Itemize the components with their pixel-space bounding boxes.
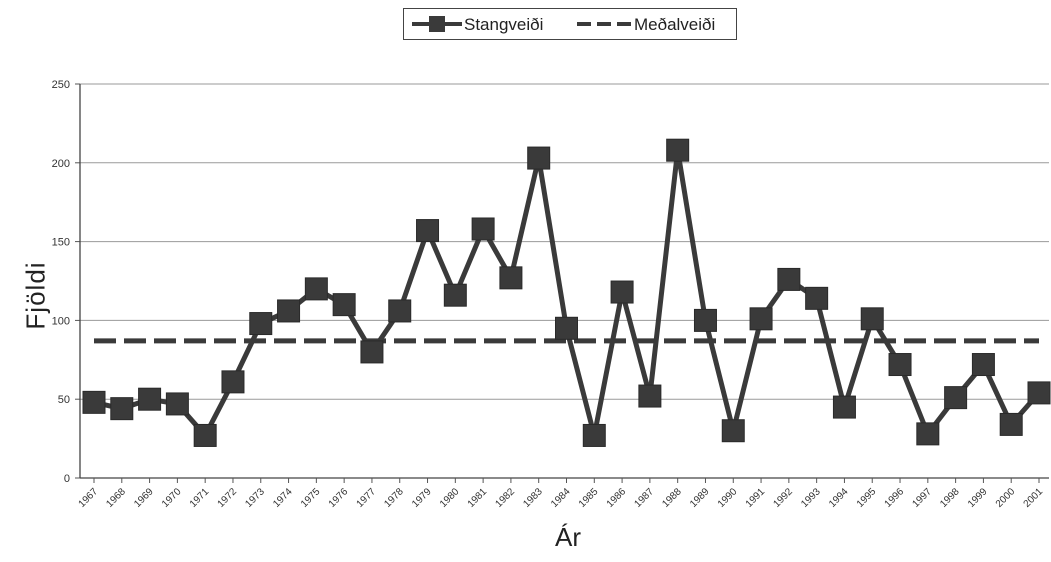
- data-point-stangveidi: [1027, 381, 1051, 405]
- x-tick-label: 1986: [605, 486, 629, 510]
- x-tick-label: 1991: [744, 486, 768, 510]
- data-point-stangveidi: [499, 266, 523, 290]
- y-tick-label: 200: [52, 158, 70, 170]
- data-point-stangveidi: [944, 386, 968, 410]
- x-tick-label: 1995: [855, 486, 879, 510]
- x-tick-label: 2000: [994, 486, 1018, 510]
- x-tick-label: 1976: [327, 486, 351, 510]
- data-point-stangveidi: [527, 146, 551, 170]
- x-tick-label: 1969: [132, 486, 156, 510]
- x-tick-label: 1975: [299, 486, 323, 510]
- data-point-stangveidi: [304, 277, 328, 301]
- data-point-stangveidi: [471, 217, 495, 241]
- legend-marker-stangveidi: [429, 16, 445, 32]
- x-tick-label: 1980: [438, 486, 462, 510]
- x-tick-label: 1984: [549, 486, 573, 510]
- legend-dash-3: [617, 22, 631, 26]
- y-tick-label: 250: [52, 79, 70, 91]
- data-point-stangveidi: [666, 138, 690, 162]
- x-tick-label: 1979: [410, 486, 434, 510]
- x-tick-label: 1967: [77, 486, 101, 510]
- data-point-stangveidi: [777, 267, 801, 291]
- x-tick-label: 1982: [494, 486, 518, 510]
- x-tick-label: 1971: [188, 486, 212, 510]
- x-tick-label: 1987: [632, 486, 656, 510]
- x-tick-label: 1989: [688, 486, 712, 510]
- x-tick-label: 1977: [355, 486, 379, 510]
- x-tick-label: 1968: [104, 486, 128, 510]
- data-point-stangveidi: [110, 397, 134, 421]
- x-tick-label: 1972: [216, 486, 240, 510]
- x-tick-label: 1983: [521, 486, 545, 510]
- x-axis-label: Ár: [555, 522, 581, 552]
- data-point-stangveidi: [193, 423, 217, 447]
- x-tick-label: 1978: [382, 486, 406, 510]
- x-tick-label: 1992: [771, 486, 795, 510]
- x-tick-label: 1970: [160, 486, 184, 510]
- y-tick-label: 50: [58, 394, 70, 406]
- data-point-stangveidi: [360, 340, 384, 364]
- x-tick-label: 2001: [1022, 486, 1046, 510]
- data-point-stangveidi: [916, 422, 940, 446]
- y-tick-label: 0: [64, 473, 70, 485]
- data-point-stangveidi: [249, 312, 273, 336]
- data-point-stangveidi: [165, 392, 189, 416]
- data-point-stangveidi: [638, 384, 662, 408]
- legend-label-medalveidi: Meðalveiði: [634, 15, 716, 34]
- y-tick-label: 150: [52, 237, 70, 249]
- data-point-stangveidi: [971, 353, 995, 377]
- legend-label-stangveidi: Stangveiði: [464, 15, 544, 34]
- legend-dash-2: [597, 22, 611, 26]
- data-point-stangveidi: [82, 390, 106, 414]
- data-point-stangveidi: [416, 219, 440, 243]
- data-point-stangveidi: [721, 419, 745, 443]
- data-point-stangveidi: [332, 293, 356, 317]
- x-tick-label: 1974: [271, 486, 295, 510]
- x-tick-label: 1973: [243, 486, 267, 510]
- data-point-stangveidi: [443, 283, 467, 307]
- x-tick-label: 1993: [799, 486, 823, 510]
- x-tick-label: 1998: [938, 486, 962, 510]
- data-point-stangveidi: [888, 353, 912, 377]
- y-tick-label: 100: [52, 315, 70, 327]
- data-point-stangveidi: [388, 299, 412, 323]
- legend: Stangveiði Meðalveiði: [403, 8, 737, 40]
- x-tick-label: 1997: [910, 486, 934, 510]
- x-tick-label: 1999: [966, 486, 990, 510]
- data-point-stangveidi: [221, 370, 245, 394]
- x-tick-label: 1994: [827, 486, 851, 510]
- x-tick-label: 1981: [466, 486, 490, 510]
- x-tick-label: 1990: [716, 486, 740, 510]
- x-tick-label: 1985: [577, 486, 601, 510]
- data-point-stangveidi: [277, 299, 301, 323]
- x-tick-label: 1996: [883, 486, 907, 510]
- data-point-stangveidi: [610, 280, 634, 304]
- data-point-stangveidi: [555, 316, 578, 340]
- data-point-stangveidi: [138, 387, 162, 411]
- x-tick-label: 1988: [660, 486, 684, 510]
- data-point-stangveidi: [805, 286, 829, 310]
- data-point-stangveidi: [582, 423, 606, 447]
- data-point-stangveidi: [832, 395, 856, 419]
- legend-dash-1: [577, 22, 591, 26]
- data-point-stangveidi: [693, 308, 717, 332]
- data-point-stangveidi: [860, 307, 884, 331]
- data-point-stangveidi: [999, 412, 1023, 436]
- data-point-stangveidi: [749, 307, 773, 331]
